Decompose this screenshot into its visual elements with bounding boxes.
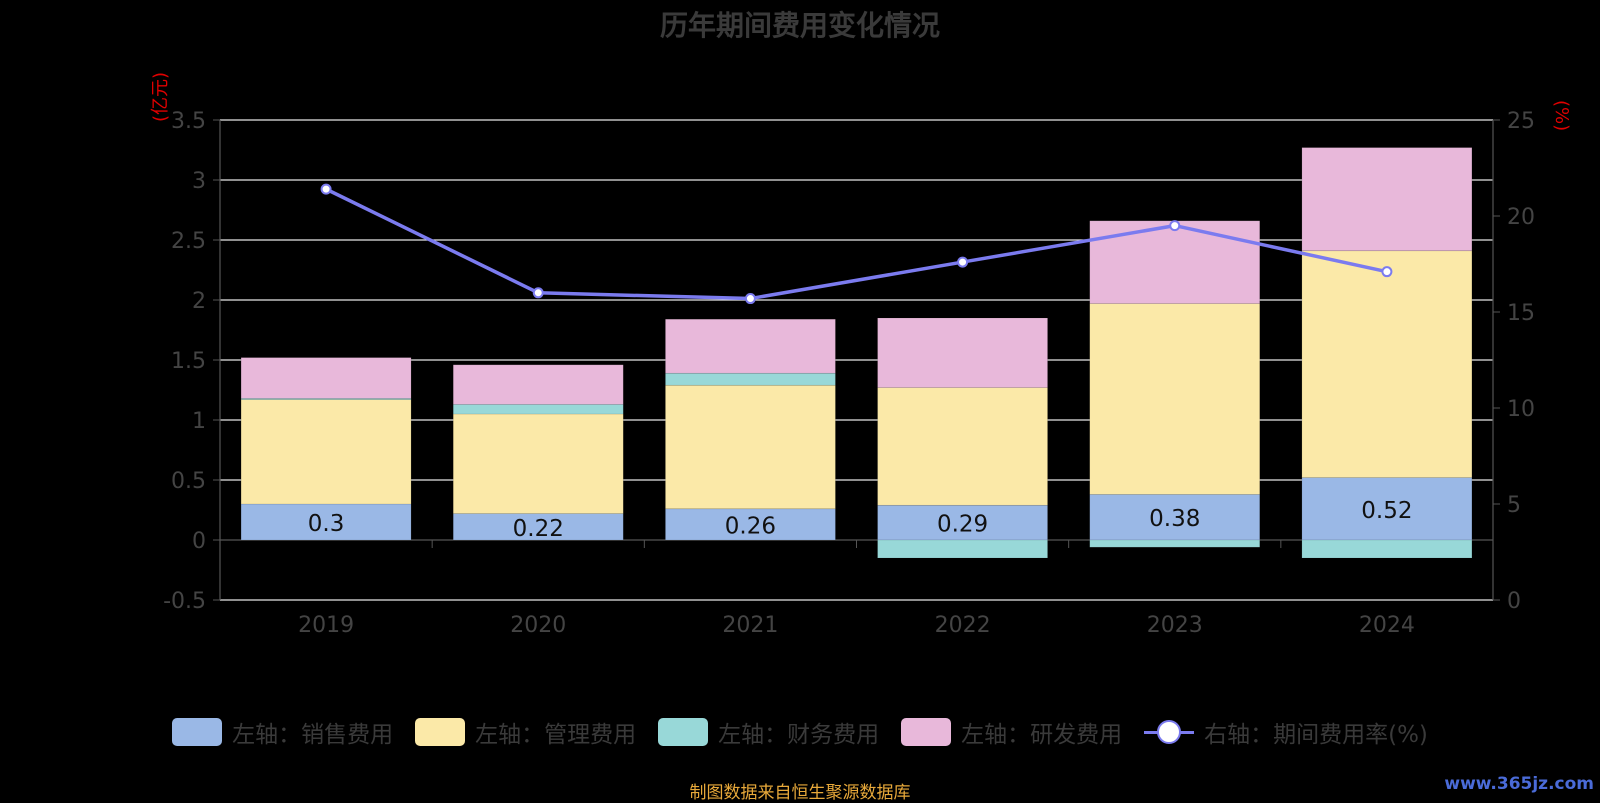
y-left-tick-label: 1.5 bbox=[171, 349, 206, 374]
bar-admin bbox=[1301, 250, 1473, 478]
bar-sales bbox=[1089, 494, 1261, 541]
x-tick-label: 2023 bbox=[1147, 613, 1203, 638]
data-label-sales: 0.26 bbox=[725, 513, 776, 539]
chart-title: 历年期间费用变化情况 bbox=[659, 9, 940, 42]
legend-item-finance[interactable]: 左轴：财务费用 bbox=[658, 715, 879, 749]
bar-rd bbox=[1089, 220, 1261, 304]
y-left-tick-label: 0 bbox=[192, 529, 206, 554]
legend: 左轴：销售费用 左轴：管理费用 左轴：财务费用 左轴：研发费用 右轴：期间费用率… bbox=[0, 715, 1600, 749]
legend-label-rd: 左轴：研发费用 bbox=[961, 722, 1123, 748]
legend-label-sales: 左轴：销售费用 bbox=[232, 722, 394, 748]
y-left-tick-label: 2 bbox=[192, 289, 206, 314]
y-left-tick-label: 0.5 bbox=[171, 469, 206, 494]
bar-finance bbox=[452, 404, 624, 415]
y-right-tick-label: 10 bbox=[1507, 397, 1535, 422]
legend-item-admin[interactable]: 左轴：管理费用 bbox=[415, 715, 636, 749]
y-right-tick-label: 20 bbox=[1507, 205, 1535, 230]
y-left-tick-label: 3.5 bbox=[171, 109, 206, 134]
x-tick-label: 2022 bbox=[935, 613, 991, 638]
bar-sales bbox=[1301, 477, 1473, 541]
bar-sales bbox=[665, 508, 836, 541]
bar-admin bbox=[665, 384, 836, 510]
labels: 0.3 0.22 0.26 0.29 0.38 0.52 bbox=[308, 498, 1413, 542]
data-label-sales: 0.29 bbox=[937, 512, 988, 538]
rate-point bbox=[1169, 220, 1181, 232]
bar-admin bbox=[877, 387, 1048, 506]
legend-swatch-admin bbox=[415, 718, 466, 746]
legend-label-finance: 左轴：财务费用 bbox=[718, 722, 880, 748]
rate-point bbox=[957, 256, 969, 268]
rate-point bbox=[1381, 266, 1393, 278]
bar-rd bbox=[240, 357, 412, 399]
rate-polyline bbox=[325, 187, 1388, 301]
bar-rd bbox=[665, 318, 836, 374]
bar-rd bbox=[1301, 147, 1473, 252]
bar-finance bbox=[665, 372, 836, 386]
x-tick-label: 2020 bbox=[510, 613, 566, 638]
legend-label-rate: 右轴：期间费用率(%) bbox=[1204, 722, 1428, 748]
y-right-tick-label: 25 bbox=[1507, 109, 1535, 134]
y-left-tick-label: 2.5 bbox=[171, 229, 206, 254]
left-axis-unit: (亿元) bbox=[150, 71, 171, 122]
data-label-sales: 0.22 bbox=[513, 516, 564, 542]
rate-line bbox=[320, 183, 1393, 305]
rate-point bbox=[532, 287, 544, 299]
data-label-sales: 0.38 bbox=[1149, 506, 1200, 532]
x-tick-label: 2019 bbox=[298, 613, 354, 638]
x-tick-label: 2024 bbox=[1359, 613, 1415, 638]
data-label-sales: 0.52 bbox=[1361, 498, 1412, 524]
x-tick-label: 2021 bbox=[722, 613, 778, 638]
rate-point bbox=[320, 183, 332, 195]
legend-item-rate[interactable]: 右轴：期间费用率(%) bbox=[1144, 715, 1428, 749]
bar-sales bbox=[877, 504, 1048, 541]
bars bbox=[240, 147, 1473, 559]
y-left-tick-label: 3 bbox=[192, 169, 206, 194]
legend-swatch-rd bbox=[901, 718, 952, 746]
bar-admin bbox=[452, 413, 624, 514]
y-right-tick-label: 15 bbox=[1507, 301, 1535, 326]
legend-item-sales[interactable]: 左轴：销售费用 bbox=[172, 715, 393, 749]
bar-finance bbox=[1301, 539, 1473, 559]
watermark: www.365jz.com bbox=[1444, 774, 1594, 794]
legend-swatch-sales bbox=[172, 718, 223, 746]
y-left-tick-label: -0.5 bbox=[163, 589, 206, 614]
data-label-sales: 0.3 bbox=[308, 511, 345, 537]
legend-label-admin: 左轴：管理费用 bbox=[475, 722, 637, 748]
y-left-tick-label: 1 bbox=[192, 409, 206, 434]
bar-finance bbox=[877, 539, 1048, 559]
bar-sales bbox=[452, 513, 624, 541]
legend-swatch-finance bbox=[658, 718, 709, 746]
bar-admin bbox=[1089, 303, 1261, 495]
legend-swatch-rate bbox=[1144, 718, 1195, 746]
source-note: 制图数据来自恒生聚源数据库 bbox=[689, 783, 911, 803]
bar-rd bbox=[452, 364, 624, 405]
legend-item-rd[interactable]: 左轴：研发费用 bbox=[901, 715, 1122, 749]
bar-finance bbox=[1089, 539, 1261, 548]
axes: -0.5 0 0.5 1 1.5 2 2.5 3 3.5 0 5 10 15 20 25 2019 2020 20… bbox=[163, 109, 1535, 638]
bar-rd bbox=[877, 317, 1048, 388]
right-axis-unit: (%) bbox=[1551, 100, 1572, 132]
rate-point bbox=[744, 293, 756, 305]
y-right-tick-label: 5 bbox=[1507, 493, 1521, 518]
bar-admin bbox=[240, 399, 412, 505]
y-right-tick-label: 0 bbox=[1507, 589, 1521, 614]
